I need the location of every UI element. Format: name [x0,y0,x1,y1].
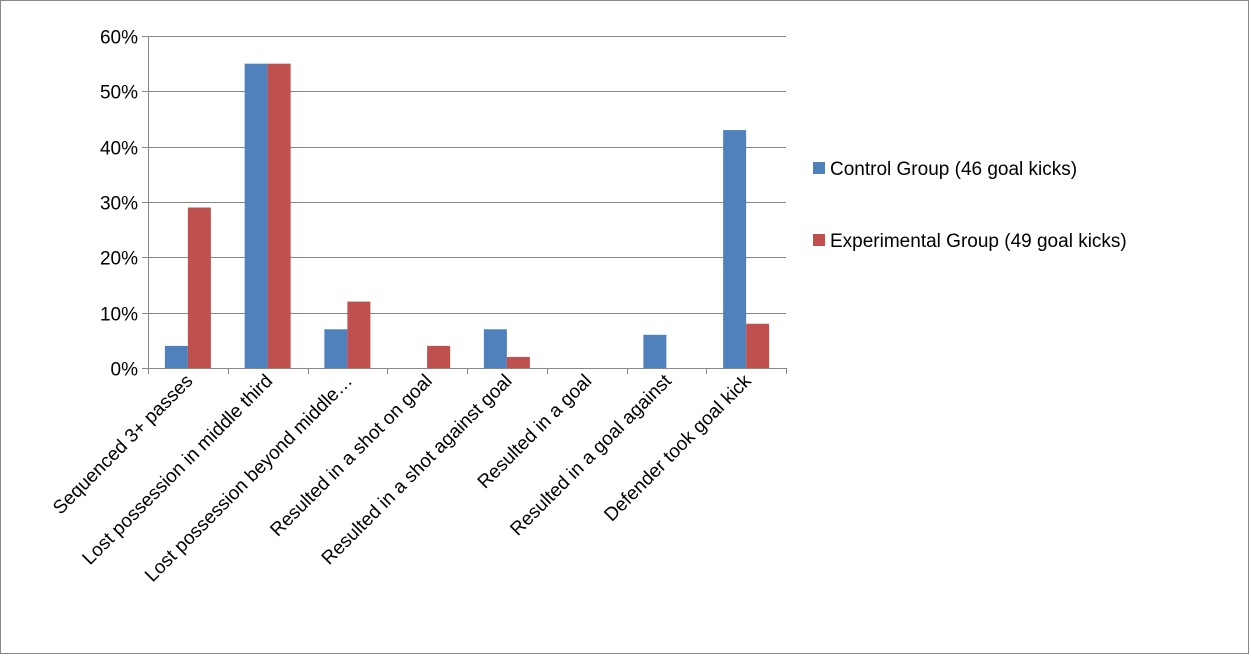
bar-experimental [506,356,530,368]
y-tick-label: 30% [100,194,138,215]
y-tick-label: 0% [111,360,139,381]
y-tick-label: 50% [100,83,138,104]
y-axis-tick-labels: 0% 10% 20% 30% 40% 50% 60% [100,28,138,381]
legend-label: Experimental Group (49 goal kicks) [830,231,1127,252]
bar-control [723,130,747,368]
y-tick-label: 20% [100,249,138,270]
bar-control [244,63,268,369]
bar-control [164,345,188,368]
x-category-label: Resulted in a shot on goal [266,371,436,541]
bar-experimental [347,301,371,368]
legend-label: Control Group (46 goal kicks) [830,159,1077,180]
bar-control [643,334,667,368]
bar-experimental [187,207,211,368]
axes [142,36,787,374]
y-tick-label: 60% [100,28,138,49]
bar-experimental [427,345,451,368]
gridlines [148,36,786,314]
y-tick-label: 10% [100,305,138,326]
legend: Control Group (46 goal kicks) Experimenta… [813,159,1127,252]
legend-swatch [813,234,825,246]
bar-control [483,329,507,368]
legend-swatch [813,162,825,174]
x-category-label: Defender took goal kick [600,370,756,526]
bars [164,63,770,369]
x-category-label: Sequenced 3+ passes [49,371,197,519]
bar-experimental [746,323,770,368]
y-tick-label: 40% [100,139,138,160]
x-category-label: Resulted in a goal against [506,370,676,540]
bar-control [324,329,348,368]
bar-experimental [267,63,291,369]
